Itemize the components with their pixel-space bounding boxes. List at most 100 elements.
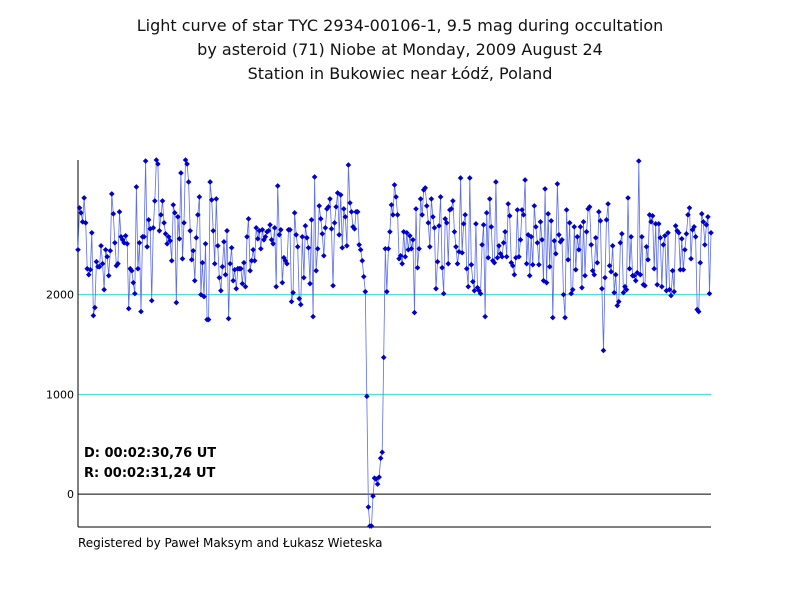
data-point [302, 223, 309, 229]
data-point [563, 207, 570, 213]
data-point [597, 218, 604, 224]
data-point [293, 231, 299, 238]
data-point [168, 257, 175, 264]
data-point [591, 271, 598, 278]
data-point [388, 202, 395, 208]
data-point [127, 265, 134, 272]
data-point [125, 305, 132, 312]
data-point [248, 257, 255, 264]
data-point [176, 235, 183, 242]
data-point [411, 309, 418, 316]
data-point [259, 227, 266, 233]
data-point [511, 271, 518, 278]
data-point [652, 221, 659, 227]
data-point [623, 286, 630, 293]
data-point [308, 217, 315, 223]
data-point [671, 288, 677, 295]
data-point [440, 290, 447, 297]
data-point [170, 202, 177, 208]
data-point [253, 225, 260, 231]
data-point [193, 234, 200, 241]
data-point [628, 233, 634, 240]
data-point [202, 240, 209, 247]
data-point [516, 253, 522, 260]
data-point [479, 241, 485, 248]
data-point [433, 285, 439, 292]
data-point [133, 184, 140, 190]
data-point [162, 230, 169, 237]
data-point [483, 210, 490, 216]
data-point [594, 259, 601, 266]
data-point [414, 264, 421, 271]
data-point [403, 230, 410, 236]
data-point [365, 504, 372, 510]
data-point [96, 263, 103, 270]
data-point [238, 265, 244, 272]
data-point [228, 244, 235, 251]
data-point [506, 213, 513, 219]
data-point [622, 283, 628, 290]
data-point [460, 221, 467, 227]
data-point [394, 212, 401, 218]
data-point [210, 228, 217, 234]
data-point [689, 227, 696, 233]
data-point [262, 233, 269, 240]
data-point [685, 212, 691, 218]
data-point [84, 265, 91, 272]
data-point [118, 233, 124, 240]
data-point [468, 261, 475, 268]
data-point [465, 283, 472, 290]
data-point [184, 161, 190, 167]
data-point [344, 242, 350, 249]
data-point [596, 209, 602, 215]
data-point [105, 272, 112, 279]
data-point [609, 242, 616, 249]
data-point [273, 283, 279, 290]
data-point [198, 291, 204, 298]
data-point [688, 255, 694, 262]
data-point [167, 237, 173, 244]
data-point [611, 289, 618, 296]
data-point [586, 204, 593, 210]
data-point [488, 224, 495, 230]
data-point [534, 239, 541, 246]
data-point [502, 229, 508, 235]
data-point [480, 222, 487, 228]
data-point [454, 260, 461, 267]
data-point [331, 220, 338, 226]
data-point [276, 231, 283, 238]
data-point [299, 233, 306, 240]
data-point [357, 246, 364, 253]
data-point [536, 261, 542, 268]
data-point [241, 259, 247, 266]
data-point [553, 250, 559, 257]
data-point [393, 194, 399, 200]
data-point [657, 234, 664, 241]
data-point [385, 245, 392, 252]
data-point [410, 236, 416, 243]
data-point [219, 263, 226, 270]
data-point [296, 295, 303, 302]
data-point [583, 229, 590, 235]
data-point [462, 212, 468, 218]
data-point [345, 162, 352, 168]
data-point [485, 254, 492, 261]
data-point [132, 290, 138, 297]
data-point [528, 233, 535, 240]
chart-title-line-3: Station in Bukowiec near Łódź, Poland [247, 64, 553, 83]
data-point [119, 236, 126, 243]
data-point [543, 279, 550, 286]
data-point [348, 209, 355, 215]
data-point [274, 183, 281, 189]
data-point [665, 230, 671, 236]
data-point [337, 192, 344, 198]
data-point [698, 211, 705, 217]
data-point [190, 247, 197, 254]
data-point [682, 246, 688, 253]
data-point [342, 214, 349, 220]
data-point [592, 234, 599, 241]
data-point [81, 195, 87, 201]
data-point [539, 236, 545, 243]
data-point [675, 230, 682, 236]
data-point [407, 232, 413, 239]
